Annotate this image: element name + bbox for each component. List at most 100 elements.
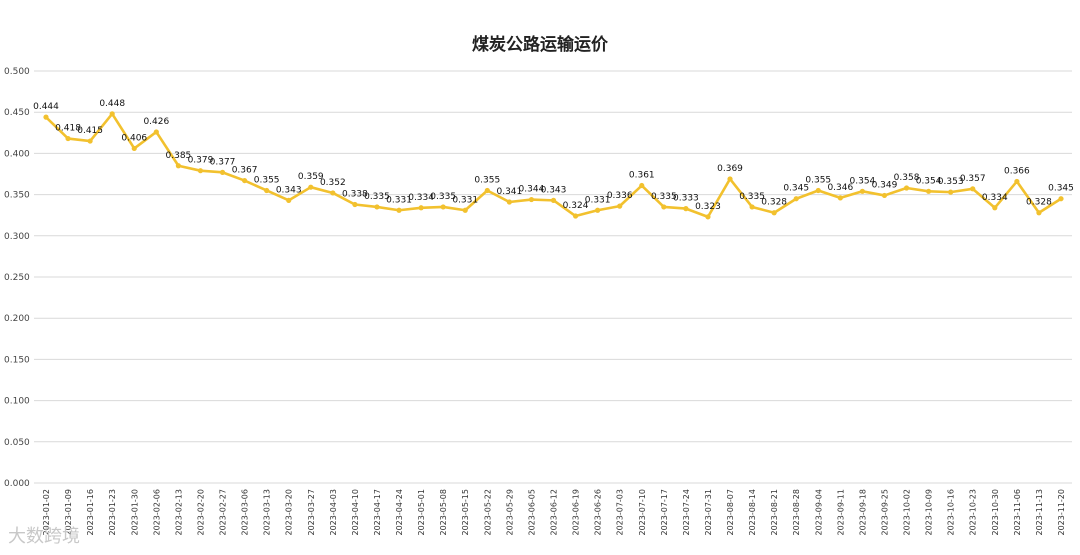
data-point <box>661 204 667 210</box>
data-label: 0.367 <box>232 166 258 176</box>
data-label: 0.323 <box>695 202 721 212</box>
data-point <box>286 197 292 203</box>
x-axis-ticks: 2023-01-02 2023-01-09 2023-01-16 2023-01-23… <box>42 489 1066 536</box>
data-label: 0.328 <box>761 198 787 208</box>
data-point <box>219 169 226 175</box>
x-tick-label: 2023-11-13 <box>1035 489 1044 536</box>
data-label: 0.418 <box>55 124 81 134</box>
x-tick-label: 2023-07-17 <box>660 489 669 536</box>
data-point <box>153 129 159 135</box>
data-point <box>484 187 490 194</box>
data-point <box>992 205 998 211</box>
x-tick-label: 2023-04-24 <box>395 489 404 536</box>
data-point <box>727 176 733 182</box>
data-label: 0.377 <box>210 157 236 167</box>
data-label: 0.338 <box>342 189 368 199</box>
data-label: 0.406 <box>121 133 147 143</box>
data-label: 0.343 <box>276 185 302 195</box>
x-tick-label: 2023-11-06 <box>1013 489 1022 536</box>
x-tick-label: 2023-11-20 <box>1057 489 1066 536</box>
y-tick-label: 0.000 <box>4 479 30 489</box>
data-point <box>43 114 49 120</box>
data-label: 0.358 <box>894 173 920 183</box>
x-tick-label: 2023-06-05 <box>527 489 536 536</box>
x-tick-label: 2023-03-06 <box>241 489 250 536</box>
data-label: 0.335 <box>739 192 765 202</box>
gridlines <box>34 70 1072 484</box>
x-tick-label: 2023-10-16 <box>947 489 956 536</box>
data-point <box>881 192 888 199</box>
y-tick-label: 0.400 <box>4 149 30 159</box>
data-point <box>595 207 601 213</box>
data-point <box>197 168 204 174</box>
data-point <box>771 210 777 216</box>
x-tick-label: 2023-09-18 <box>858 489 867 536</box>
x-tick-label: 2023-07-10 <box>638 489 647 536</box>
data-point <box>418 205 424 211</box>
x-tick-label: 2023-04-10 <box>351 489 360 536</box>
data-point <box>683 206 689 212</box>
data-label: 0.352 <box>320 178 346 188</box>
data-label: 0.345 <box>783 184 809 194</box>
x-tick-label: 2023-07-03 <box>616 489 625 536</box>
data-point <box>550 197 557 203</box>
data-label: 0.357 <box>960 174 986 184</box>
x-tick-label: 2023-02-13 <box>174 489 183 536</box>
x-tick-label: 2023-05-22 <box>483 489 492 536</box>
x-tick-label: 2023-04-03 <box>329 489 338 536</box>
data-label: 0.359 <box>298 172 324 182</box>
x-tick-label: 2023-04-17 <box>373 489 382 536</box>
data-label: 0.355 <box>474 175 500 185</box>
data-point <box>440 204 446 210</box>
data-label: 0.324 <box>563 201 589 211</box>
x-tick-label: 2023-10-02 <box>903 489 912 536</box>
y-axis-ticks: 0.000 0.050 0.100 0.150 0.200 0.250 0.300 0.350… <box>4 67 30 489</box>
x-tick-label: 2023-01-16 <box>86 489 95 536</box>
data-point <box>837 195 843 201</box>
data-point <box>617 203 623 209</box>
data-label: 0.366 <box>1004 166 1030 176</box>
data-label: 0.379 <box>188 156 214 166</box>
data-label: 0.334 <box>982 193 1008 203</box>
data-label: 0.354 <box>916 176 942 186</box>
x-tick-label: 2023-02-27 <box>219 489 228 536</box>
y-tick-label: 0.300 <box>4 232 30 242</box>
x-tick-label: 2023-03-27 <box>307 489 316 536</box>
data-label: 0.331 <box>452 195 478 205</box>
data-label: 0.343 <box>541 185 567 195</box>
x-tick-label: 2023-03-20 <box>285 489 294 536</box>
data-label: 0.353 <box>938 177 964 187</box>
data-label: 0.335 <box>651 192 677 202</box>
x-tick-label: 2023-08-21 <box>770 489 779 536</box>
y-tick-label: 0.050 <box>4 438 30 448</box>
x-tick-label: 2023-06-19 <box>572 489 581 536</box>
data-point <box>241 177 248 184</box>
data-label: 0.333 <box>673 194 699 204</box>
data-point <box>131 145 137 152</box>
data-point <box>109 111 115 117</box>
x-tick-label: 2023-05-29 <box>505 489 514 536</box>
data-point <box>859 188 866 194</box>
data-point <box>903 185 910 191</box>
x-tick-label: 2023-08-28 <box>792 489 801 536</box>
x-tick-label: 2023-01-09 <box>64 489 73 536</box>
data-label: 0.334 <box>408 193 434 203</box>
data-point <box>330 190 336 196</box>
data-point <box>572 213 579 219</box>
data-point <box>352 201 358 208</box>
data-point <box>308 184 314 190</box>
x-tick-label: 2023-10-23 <box>969 489 978 536</box>
data-label: 0.355 <box>254 175 280 185</box>
data-point <box>793 196 799 202</box>
data-point <box>749 204 755 210</box>
data-point <box>65 135 71 142</box>
x-tick-label: 2023-08-07 <box>726 489 735 536</box>
x-tick-label: 2023-01-02 <box>42 489 51 536</box>
data-point <box>462 207 468 213</box>
data-label: 0.335 <box>430 192 456 202</box>
data-point <box>1058 196 1064 202</box>
y-tick-label: 0.200 <box>4 314 30 324</box>
data-point <box>264 187 270 194</box>
data-label: 0.448 <box>99 99 125 109</box>
